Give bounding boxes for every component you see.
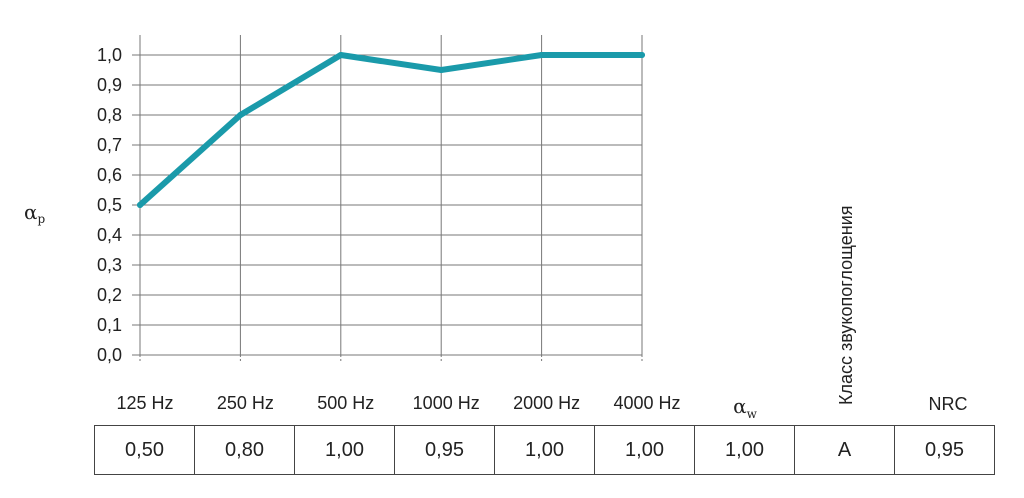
- data-point: [137, 202, 143, 208]
- y-axis-label-main: α: [24, 200, 38, 224]
- y-axis-label: αp: [24, 200, 46, 226]
- x-tick-labels: 125 Hz 250 Hz 500 Hz 1000 Hz 2000 Hz 4000 Hz: [116, 393, 680, 413]
- aw-header-main: α: [733, 394, 747, 418]
- y-tick-label: 0,1: [97, 315, 122, 335]
- y-axis-label-sub: p: [38, 212, 46, 226]
- values-table: 0,50 0,80 1,00 0,95 1,00 1,00 1,00 A 0,9…: [94, 425, 995, 475]
- data-point: [237, 112, 244, 118]
- x-tick-label: 2000 Hz: [513, 393, 580, 413]
- y-tick-label: 0,2: [97, 285, 122, 305]
- value-250hz: 0,80: [194, 425, 295, 475]
- data-point: [337, 52, 344, 58]
- y-tick-labels: 0,0 0,1 0,2 0,3 0,4 0,5 0,6 0,7 0,8 0,9 1,0: [97, 45, 122, 365]
- aw-header: αw: [720, 394, 770, 421]
- values-row: 0,50 0,80 1,00 0,95 1,00 1,00 1,00 A 0,9…: [94, 425, 995, 475]
- y-tick-label: 0,7: [97, 135, 122, 155]
- x-tick-label: 250 Hz: [217, 393, 274, 413]
- x-tick-label: 125 Hz: [116, 393, 173, 413]
- x-tick-label: 4000 Hz: [613, 393, 680, 413]
- value-1000hz: 0,95: [394, 425, 495, 475]
- grid: [132, 35, 643, 363]
- value-class: A: [794, 425, 895, 475]
- y-tick-label: 0,9: [97, 75, 122, 95]
- data-point: [438, 67, 445, 73]
- aw-header-sub: w: [746, 407, 757, 421]
- y-tick-label: 0,8: [97, 105, 122, 125]
- data-point: [538, 52, 545, 58]
- class-header-label: Класс звукопоглощения: [836, 205, 856, 405]
- value-nrc: 0,95: [894, 425, 995, 475]
- series-group: [137, 52, 645, 208]
- x-tick-label: 1000 Hz: [413, 393, 480, 413]
- class-header: Класс звукопоглощения: [836, 205, 857, 405]
- nrc-header: NRC: [920, 394, 976, 415]
- x-tick-label: 500 Hz: [317, 393, 374, 413]
- data-point: [639, 52, 645, 58]
- value-aw: 1,00: [694, 425, 795, 475]
- value-500hz: 1,00: [294, 425, 395, 475]
- y-tick-label: 0,0: [97, 345, 122, 365]
- y-tick-label: 0,4: [97, 225, 122, 245]
- series-line: [137, 52, 645, 208]
- nrc-header-label: NRC: [928, 394, 968, 414]
- y-tick-label: 0,5: [97, 195, 122, 215]
- y-tick-label: 0,6: [97, 165, 122, 185]
- value-2000hz: 1,00: [494, 425, 595, 475]
- value-125hz: 0,50: [94, 425, 195, 475]
- value-4000hz: 1,00: [594, 425, 695, 475]
- y-tick-label: 1,0: [97, 45, 122, 65]
- y-tick-label: 0,3: [97, 255, 122, 275]
- chart-plot: 0,0 0,1 0,2 0,3 0,4 0,5 0,6 0,7 0,8 0,9 1,0 125 Hz…: [24, 35, 681, 413]
